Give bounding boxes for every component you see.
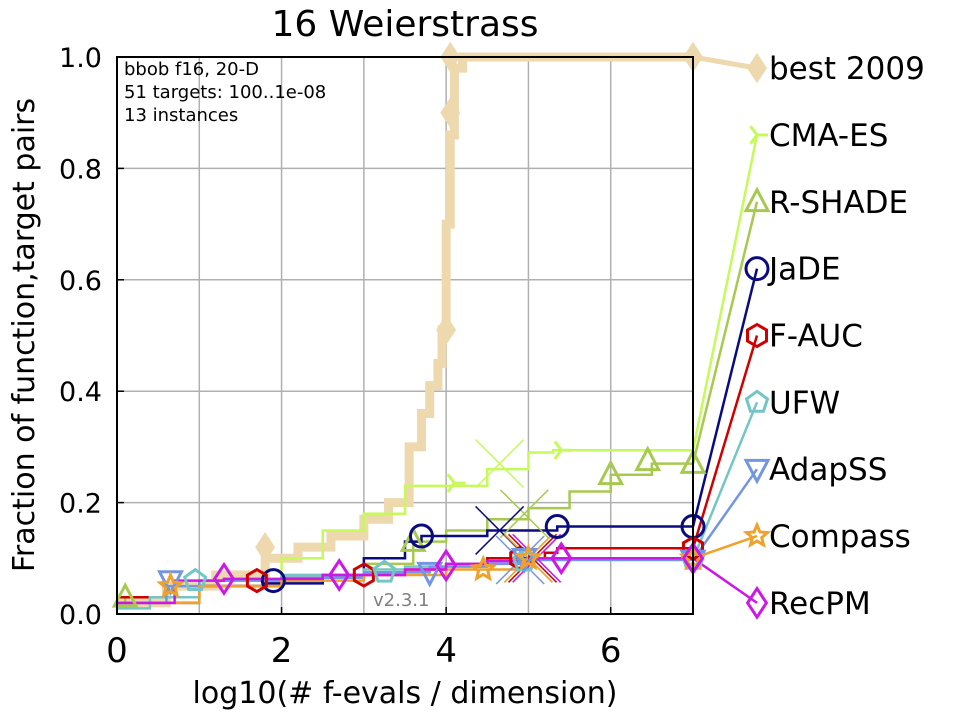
legend-marker-recpm (745, 585, 769, 620)
marker-r-shade (111, 581, 139, 608)
median-cross-stroke (475, 505, 525, 555)
median-cross-stroke (508, 533, 558, 583)
y-tick-label: 0.8 (59, 154, 102, 185)
legend-connector-jade (691, 268, 759, 527)
series-lines (117, 52, 759, 610)
legend-marker-best-2009 (747, 52, 767, 84)
legend-label-r-shade: R-SHADE (769, 185, 908, 221)
marker-best-2009 (440, 97, 461, 128)
marker-compass (468, 554, 498, 582)
median-cross-stroke (475, 439, 525, 489)
marker-compass (156, 571, 185, 599)
marker-r-shade (399, 526, 427, 552)
legend: best 2009 CMA-ES R-SHADE JaDE F-AUC UFW AdapSS… (742, 51, 925, 622)
marker-jade (260, 568, 286, 594)
marker-best-2009 (436, 314, 457, 346)
marker-ufw (182, 567, 208, 591)
legend-label-cma-es: CMA-ES (769, 118, 888, 154)
legend-marker-cma-es (749, 125, 768, 145)
annotation-line-2: 51 targets: 100..1e-08 (124, 82, 326, 103)
y-tick-label: 0.4 (59, 377, 102, 408)
marker-cma-es-arm (553, 440, 563, 452)
annotation-line-3: 13 instances (124, 105, 238, 126)
legend-marker-cma-es-arm (749, 134, 759, 145)
legend-connector-cma-es (691, 134, 759, 451)
y-tick-label: 0.6 (59, 266, 102, 297)
x-tick-label: 0 (106, 631, 128, 671)
legend-label-recpm: RecPM (769, 586, 871, 622)
x-tick-label: 6 (600, 631, 622, 671)
series-line-best-2009 (117, 52, 693, 608)
marker-jade (544, 514, 570, 540)
x-axis-label: log10(# f-evals / dimension) (193, 676, 618, 711)
legend-label-f-auc: F-AUC (769, 319, 863, 355)
marker-f-auc (245, 567, 268, 594)
legend-connector-ufw (691, 401, 759, 560)
legend-label-compass: Compass (769, 519, 911, 555)
legend-label-adapss: AdapSS (769, 452, 887, 488)
marker-ufw (372, 559, 397, 583)
legend-marker-compass (742, 521, 772, 549)
legend-marker-r-shade (743, 186, 771, 213)
series-markers (111, 41, 708, 608)
marker-cma-es-arm (446, 482, 456, 493)
marker-cma-es (446, 473, 466, 493)
y-tick-label: 0.2 (59, 489, 102, 520)
median-crosses (475, 439, 562, 585)
marker-compass (514, 543, 543, 571)
marker-recpm (212, 561, 236, 596)
median-cross (499, 489, 549, 539)
annotation-line-1: bbob f16, 20-D (124, 59, 259, 80)
legend-connector-r-shade (691, 201, 759, 464)
y-axis-label: Fraction of function,target pairs (7, 98, 42, 572)
y-tick-label: 1.0 (59, 43, 102, 74)
median-cross (508, 533, 558, 583)
marker-recpm (435, 548, 458, 583)
legend-marker-jade (744, 256, 770, 282)
median-cross (475, 439, 525, 489)
x-tick-label: 4 (435, 631, 457, 671)
version-label: v2.3.1 (373, 590, 429, 611)
marker-adapss (510, 548, 538, 574)
legend-label-best-2009: best 2009 (769, 51, 925, 87)
axis-ticks: 0.0 0.2 0.4 0.6 0.8 1.0 0 2 4 6 (59, 43, 621, 671)
marker-recpm (328, 557, 351, 593)
chart-title: 16 Weierstrass (271, 4, 538, 45)
marker-cma-es-arm (553, 449, 563, 460)
marker-r-shade (634, 445, 662, 472)
marker-cma-es (553, 440, 573, 460)
legend-connector-f-auc (691, 335, 759, 549)
marker-adapss (416, 561, 444, 588)
marker-r-shade (597, 459, 625, 486)
legend-marker-ufw (744, 389, 770, 413)
legend-marker-f-auc (746, 322, 768, 349)
legend-marker-adapss (743, 458, 771, 485)
x-tick-label: 2 (271, 631, 293, 671)
legend-connector-best-2009 (692, 54, 758, 71)
legend-connector-recpm (692, 557, 758, 604)
median-cross-stroke (499, 489, 549, 539)
plot-frame (116, 56, 694, 615)
legend-label-jade: JaDE (767, 252, 841, 288)
marker-cma-es-arm (446, 473, 456, 485)
marker-best-2009 (255, 531, 276, 563)
marker-recpm (550, 541, 573, 576)
legend-label-ufw: UFW (769, 385, 840, 421)
legend-marker-cma-es-arm (749, 125, 759, 136)
y-tick-label: 0.0 (59, 600, 102, 631)
grid-lines (117, 56, 693, 615)
marker-jade (408, 523, 434, 549)
